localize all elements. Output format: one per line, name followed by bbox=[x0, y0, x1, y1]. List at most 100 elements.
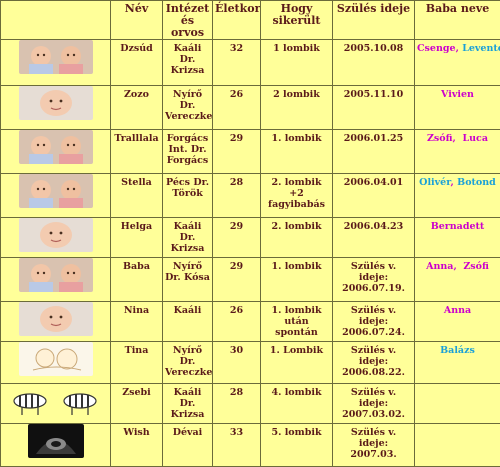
due-date-cell: 2006.01.25 bbox=[333, 130, 415, 174]
baby-names-cell bbox=[415, 424, 500, 467]
photo-cell bbox=[1, 258, 111, 302]
name-cell: Dzsúd bbox=[111, 40, 163, 86]
baby-name: Anna bbox=[444, 305, 471, 316]
name-cell: Stella bbox=[111, 174, 163, 218]
name-cell: Tina bbox=[111, 342, 163, 384]
due-date-cell: Szülés v. ideje: 2006.07.24. bbox=[333, 302, 415, 342]
age-cell: 28 bbox=[213, 384, 261, 424]
clinic-cell: Kaáli Dr. Krizsa bbox=[163, 218, 213, 258]
age-cell: 28 bbox=[213, 174, 261, 218]
due-date-cell: Szülés v. ideje: 2007.03.02. bbox=[333, 384, 415, 424]
zebras-picture bbox=[6, 384, 106, 418]
baby-name-separator: , bbox=[453, 261, 463, 272]
outcome-cell: 4. lombik bbox=[261, 384, 333, 424]
outcome-cell: 2 lombik bbox=[261, 86, 333, 130]
baby-names-cell: Zsófi, Luca bbox=[415, 130, 500, 174]
age-cell: 26 bbox=[213, 302, 261, 342]
name-cell: Zozo bbox=[111, 86, 163, 130]
photo-cell bbox=[1, 384, 111, 424]
photo-cell bbox=[1, 302, 111, 342]
twin-babies-photo bbox=[19, 40, 93, 74]
age-cell: 29 bbox=[213, 218, 261, 258]
baby-photo bbox=[19, 302, 93, 336]
baby-name: Bernadett bbox=[431, 221, 485, 232]
clinic-cell: Nyírő Dr. Kósa bbox=[163, 258, 213, 302]
baby-name-separator: , bbox=[453, 133, 463, 144]
baby-names-header: Baba neve bbox=[415, 1, 500, 40]
clinic-header: Intézet és orvos bbox=[163, 1, 213, 40]
age-cell: 26 bbox=[213, 86, 261, 130]
baby-names-cell: Olivér, Botond bbox=[415, 174, 500, 218]
outcome-cell: 2. lombik +2 fagyibabás bbox=[261, 174, 333, 218]
twin-babies-photo bbox=[19, 258, 93, 292]
baby-name: Olivér bbox=[419, 177, 450, 188]
outcome-cell: 1. Lombik bbox=[261, 342, 333, 384]
baby-name: Anna bbox=[426, 261, 453, 272]
due-date-cell: 2005.10.08 bbox=[333, 40, 415, 86]
outcome-cell: 1. lombik bbox=[261, 258, 333, 302]
clinic-cell: Nyírő Dr. Vereczkey bbox=[163, 342, 213, 384]
baby-names-cell: Balázs bbox=[415, 342, 500, 384]
age-header: Életkor bbox=[213, 1, 261, 40]
due-date-cell: Szülés v. ideje: 2007.03. bbox=[333, 424, 415, 467]
clinic-cell: Kaáli Dr. Krizsa bbox=[163, 384, 213, 424]
baby-name: Csenge bbox=[417, 43, 456, 54]
photo-cell bbox=[1, 86, 111, 130]
photo-cell bbox=[1, 174, 111, 218]
baby-names-cell: Csenge, Levente bbox=[415, 40, 500, 86]
baby-names-cell bbox=[415, 384, 500, 424]
name-cell: Zsebi bbox=[111, 384, 163, 424]
name-header: Név bbox=[111, 1, 163, 40]
photo-cell bbox=[1, 40, 111, 86]
name-cell: Baba bbox=[111, 258, 163, 302]
photo-cell bbox=[1, 218, 111, 258]
baby-name: Zsófi bbox=[427, 133, 453, 144]
due-date-header: Szülés ideje bbox=[333, 1, 415, 40]
clinic-cell: Pécs Dr. Török bbox=[163, 174, 213, 218]
photo-cell bbox=[1, 342, 111, 384]
outcome-header: Hogy sikerült bbox=[261, 1, 333, 40]
ultrasound-image bbox=[28, 424, 84, 458]
baby-drawing bbox=[19, 342, 93, 376]
baby-names-cell: Bernadett bbox=[415, 218, 500, 258]
name-cell: Helga bbox=[111, 218, 163, 258]
clinic-cell: Nyírő Dr. Vereczkey bbox=[163, 86, 213, 130]
baby-name: Vivien bbox=[441, 89, 474, 100]
baby-name: Zsófi bbox=[463, 261, 489, 272]
clinic-cell: Kaáli Dr. Krizsa bbox=[163, 40, 213, 86]
photo-cell bbox=[1, 130, 111, 174]
baby-name: Levente bbox=[462, 43, 500, 54]
age-cell: 29 bbox=[213, 130, 261, 174]
baby-photo bbox=[19, 218, 93, 252]
age-cell: 30 bbox=[213, 342, 261, 384]
photo-header bbox=[1, 1, 111, 40]
age-cell: 32 bbox=[213, 40, 261, 86]
due-date-cell: Szülés v. ideje: 2006.07.19. bbox=[333, 258, 415, 302]
name-cell: Wish bbox=[111, 424, 163, 467]
baby-names-cell: Vivien bbox=[415, 86, 500, 130]
age-cell: 33 bbox=[213, 424, 261, 467]
outcome-cell: 1. lombik bbox=[261, 130, 333, 174]
header-row: Név Intézet és orvos Életkor Hogy sikerü… bbox=[1, 1, 500, 40]
clinic-cell: Dévai bbox=[163, 424, 213, 467]
baby-name: Balázs bbox=[440, 345, 475, 356]
outcome-cell: 5. lombik bbox=[261, 424, 333, 467]
age-cell: 29 bbox=[213, 258, 261, 302]
name-cell: Tralllala bbox=[111, 130, 163, 174]
baby-names-cell: Anna, Zsófi bbox=[415, 258, 500, 302]
outcome-cell: 2. lombik bbox=[261, 218, 333, 258]
baby-name: Luca bbox=[462, 133, 488, 144]
due-date-cell: 2006.04.01 bbox=[333, 174, 415, 218]
outcome-cell: 1 lombik bbox=[261, 40, 333, 86]
clinic-cell: Forgács Int. Dr. Forgács bbox=[163, 130, 213, 174]
